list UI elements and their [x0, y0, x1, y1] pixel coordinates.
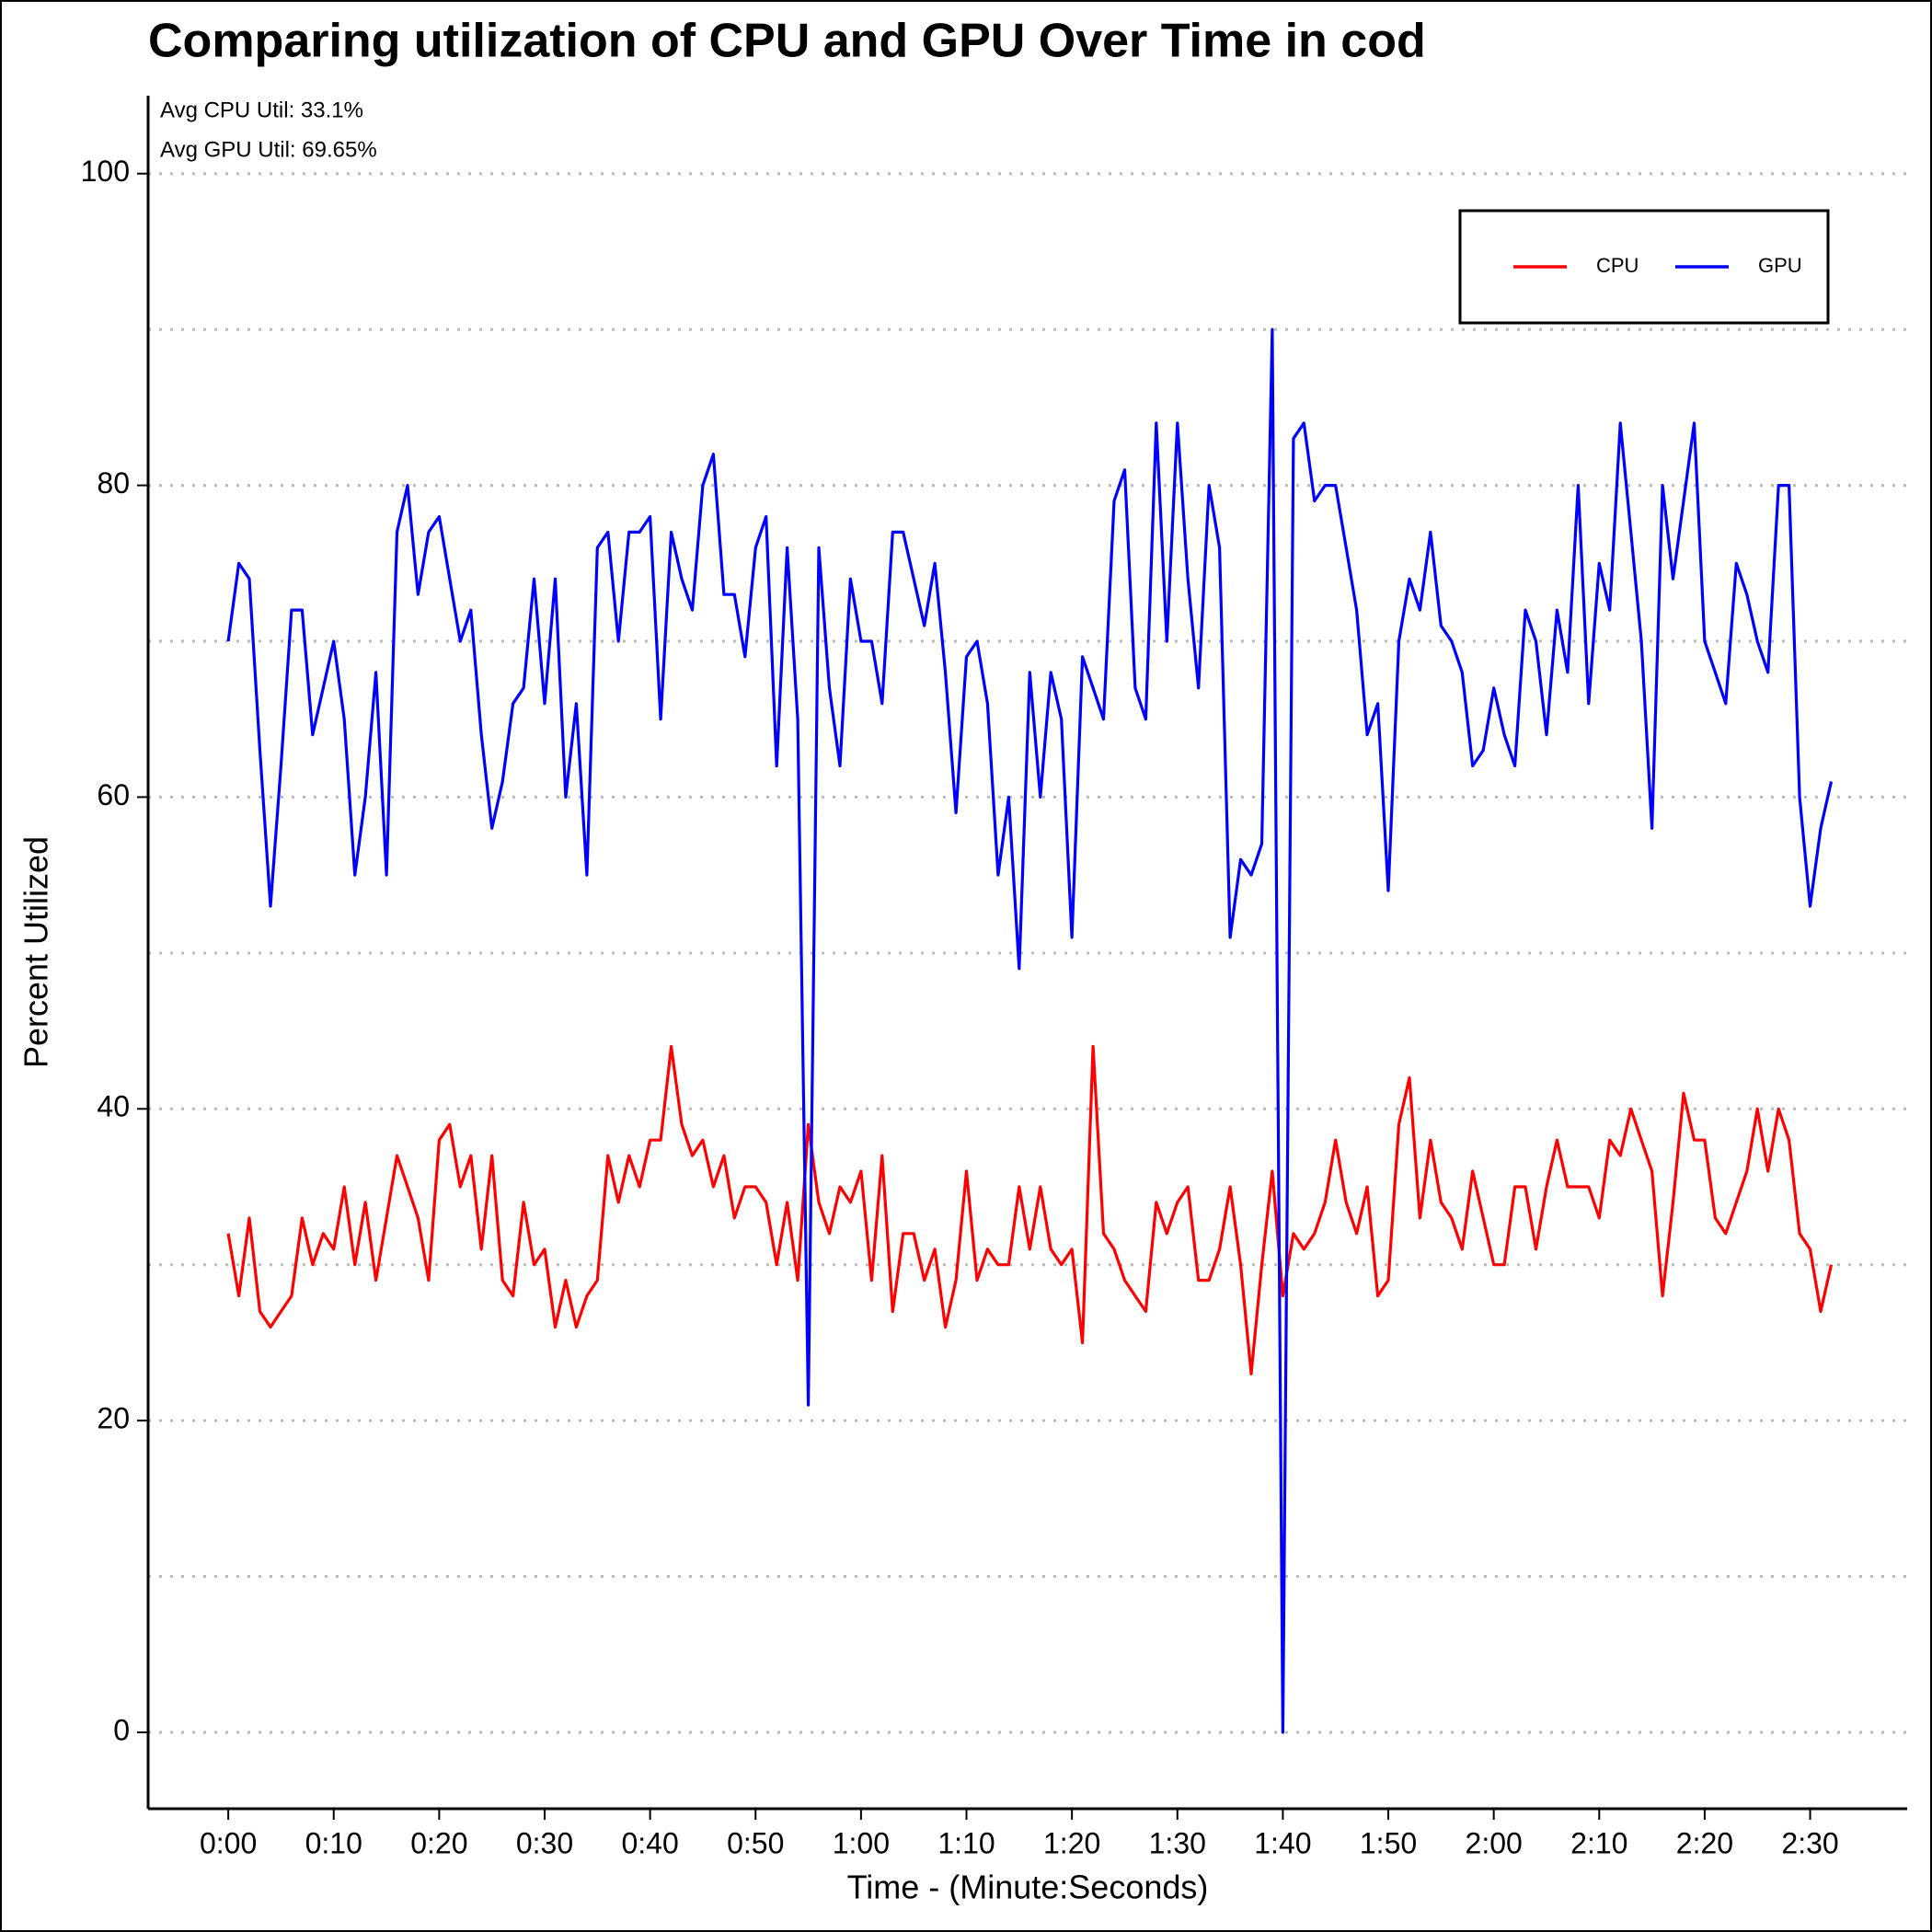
y-tick-label: 60 — [97, 778, 130, 811]
x-tick-label: 2:10 — [1570, 1826, 1627, 1859]
y-tick-label: 0 — [113, 1713, 130, 1746]
x-tick-label: 1:50 — [1360, 1826, 1417, 1859]
y-tick-label: 100 — [81, 155, 130, 188]
legend-label: GPU — [1758, 254, 1802, 277]
x-tick-label: 1:40 — [1254, 1826, 1311, 1859]
x-tick-label: 1:00 — [833, 1826, 890, 1859]
x-tick-label: 2:00 — [1466, 1826, 1523, 1859]
annotation: Avg CPU Util: 33.1% — [160, 98, 363, 122]
x-tick-label: 0:20 — [410, 1826, 467, 1859]
series-line — [226, 1044, 1834, 1375]
y-axis-title: Percent Utilized — [17, 836, 55, 1068]
x-tick-label: 0:50 — [727, 1826, 784, 1859]
x-tick-label: 2:20 — [1676, 1826, 1733, 1859]
series-line — [226, 328, 1834, 1734]
x-tick-label: 1:10 — [937, 1826, 995, 1859]
x-tick-label: 0:40 — [621, 1826, 678, 1859]
x-tick-label: 0:30 — [516, 1826, 573, 1859]
x-tick-label: 1:20 — [1043, 1826, 1100, 1859]
y-tick-label: 40 — [97, 1090, 130, 1123]
x-tick-label: 1:30 — [1149, 1826, 1206, 1859]
x-tick-label: 0:00 — [200, 1826, 257, 1859]
x-tick-label: 0:10 — [305, 1826, 362, 1859]
legend-label: CPU — [1596, 254, 1639, 277]
y-tick-label: 80 — [97, 466, 130, 500]
chart-title: Comparing utilization of CPU and GPU Ove… — [148, 15, 1426, 68]
x-tick-label: 2:30 — [1781, 1826, 1838, 1859]
y-tick-label: 20 — [97, 1402, 130, 1435]
annotation: Avg GPU Util: 69.65% — [160, 137, 377, 162]
x-axis-title: Time - (Minute:Seconds) — [847, 1869, 1209, 1906]
